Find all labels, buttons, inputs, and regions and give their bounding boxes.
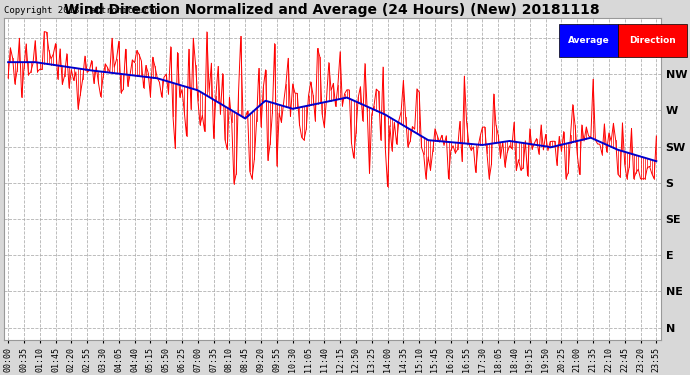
Text: Average: Average	[568, 36, 609, 45]
Title: Wind Direction Normalized and Average (24 Hours) (New) 20181118: Wind Direction Normalized and Average (2…	[64, 3, 600, 17]
FancyBboxPatch shape	[618, 24, 687, 57]
FancyBboxPatch shape	[559, 24, 618, 57]
Text: Direction: Direction	[629, 36, 676, 45]
Text: Copyright 2018 Cartronics.com: Copyright 2018 Cartronics.com	[3, 6, 159, 15]
